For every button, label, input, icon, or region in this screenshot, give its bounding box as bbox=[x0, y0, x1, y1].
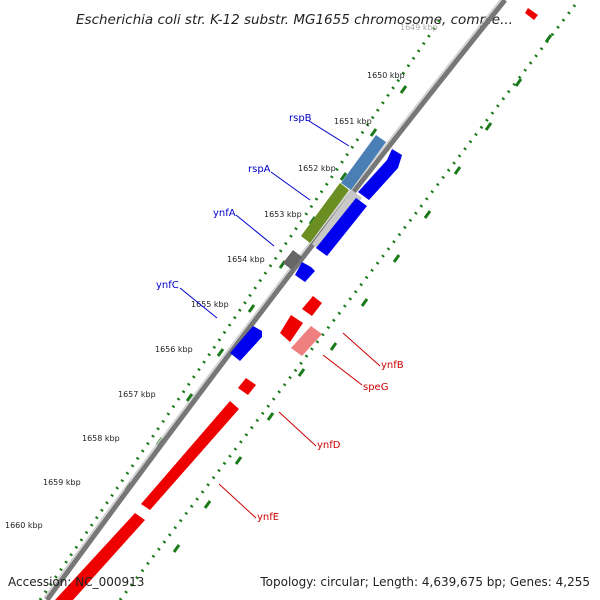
gene-label-ynfD[interactable]: ynfD bbox=[317, 440, 341, 451]
cds-forward-4[interactable] bbox=[230, 326, 262, 361]
cds-reverse-ynfD[interactable] bbox=[141, 401, 239, 510]
reverse-leaders bbox=[218, 332, 381, 519]
forward-leaders bbox=[179, 120, 350, 319]
cds-reverse-speG[interactable] bbox=[291, 326, 322, 356]
gene-label-speG[interactable]: speG bbox=[363, 382, 388, 393]
tick-label-1660: 1660 kbp bbox=[5, 521, 43, 530]
gene-label-rspB[interactable]: rspB bbox=[289, 113, 312, 124]
gene-label-rspA[interactable]: rspA bbox=[248, 164, 271, 175]
feature-rspB-block[interactable] bbox=[341, 135, 386, 190]
tick-label-1656: 1656 kbp bbox=[155, 345, 193, 354]
gene-label-ynfC[interactable]: ynfC bbox=[156, 280, 179, 291]
feature-ynfA-block[interactable] bbox=[283, 250, 302, 270]
cds-reverse-4[interactable] bbox=[238, 378, 256, 395]
cds-forward-1[interactable] bbox=[358, 149, 402, 200]
tick-label-1650: 1650 kbp bbox=[367, 71, 405, 80]
tick-label-1659: 1659 kbp bbox=[43, 478, 81, 487]
gene-label-ynfA[interactable]: ynfA bbox=[213, 208, 236, 219]
tick-label-1651: 1651 kbp bbox=[334, 117, 372, 126]
genome-backbone-highlight bbox=[43, 0, 502, 599]
feature-pale-block[interactable] bbox=[312, 190, 362, 251]
cds-reverse-3[interactable] bbox=[280, 315, 303, 342]
tick-ring-inner bbox=[38, 19, 442, 600]
tick-label-1654: 1654 kbp bbox=[227, 255, 265, 264]
cds-reverse-ynfE[interactable] bbox=[55, 513, 145, 600]
tick-label-1658: 1658 kbp bbox=[82, 434, 120, 443]
cds-reverse-2[interactable] bbox=[302, 296, 322, 316]
cds-forward-3[interactable] bbox=[295, 262, 315, 282]
tick-label-1657: 1657 kbp bbox=[118, 390, 156, 399]
cds-reverse-1[interactable] bbox=[525, 8, 538, 20]
tick-label-1652: 1652 kbp bbox=[298, 164, 336, 173]
tick-label-1655: 1655 kbp bbox=[191, 300, 229, 309]
gene-label-ynfB[interactable]: ynfB bbox=[381, 360, 404, 371]
tick-label-1649: 1649 kbp bbox=[400, 23, 438, 32]
major-ticks bbox=[93, 85, 408, 535]
gene-label-ynfE[interactable]: ynfE bbox=[257, 512, 279, 523]
major-ticks-outer bbox=[172, 34, 553, 553]
tick-label-1653: 1653 kbp bbox=[264, 210, 302, 219]
accession-label: Accession: NC_000913 bbox=[8, 575, 145, 589]
tick-ring-outer bbox=[118, 4, 577, 600]
feature-rspA-block[interactable] bbox=[301, 183, 349, 243]
cds-forward-2[interactable] bbox=[316, 198, 367, 256]
genome-backbone bbox=[44, 0, 507, 600]
topology-label: Topology: circular; Length: 4,639,675 bp… bbox=[260, 575, 590, 589]
map-title: Escherichia coli str. K-12 substr. MG165… bbox=[76, 12, 513, 28]
